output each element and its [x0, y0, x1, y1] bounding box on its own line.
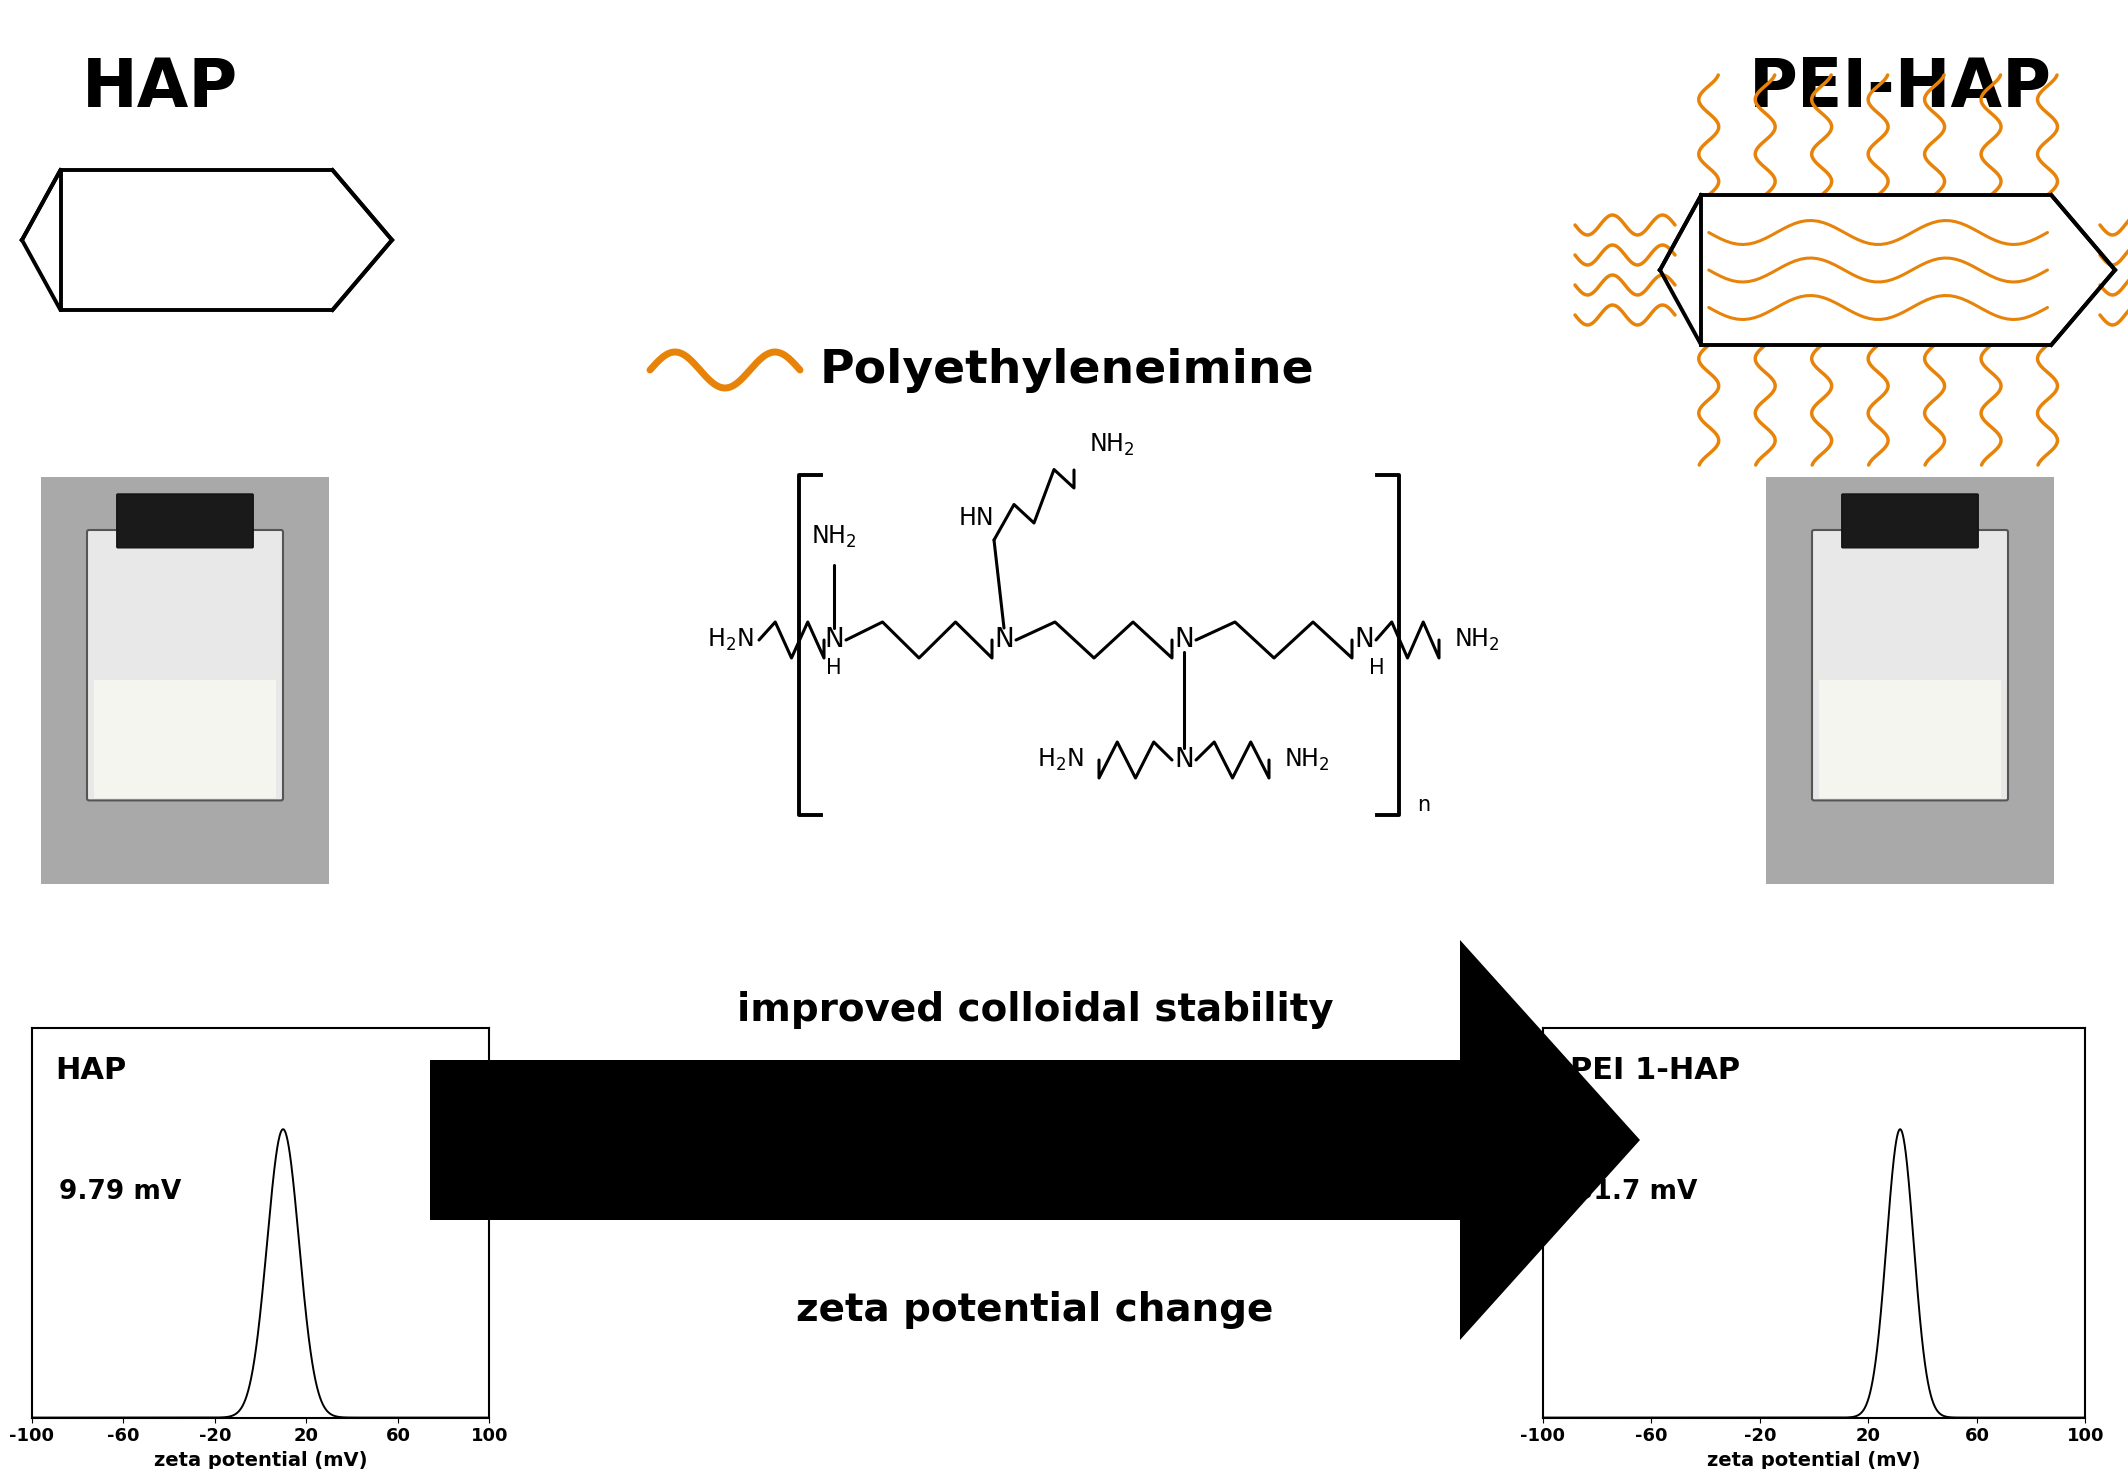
FancyBboxPatch shape	[1843, 494, 1979, 548]
Bar	[94, 680, 277, 798]
Text: HAP: HAP	[81, 54, 238, 120]
Text: 31.7 mV: 31.7 mV	[1575, 1178, 1698, 1205]
Text: NH$_2$: NH$_2$	[1453, 627, 1500, 654]
Polygon shape	[430, 940, 1641, 1340]
Text: 9.79 mV: 9.79 mV	[60, 1178, 181, 1205]
Text: improved colloidal stability: improved colloidal stability	[736, 992, 1334, 1028]
Text: NH$_2$: NH$_2$	[1283, 746, 1330, 773]
Text: H$_2$N: H$_2$N	[706, 627, 753, 654]
X-axis label: zeta potential (mV): zeta potential (mV)	[153, 1451, 368, 1469]
Text: HN: HN	[958, 505, 994, 530]
Text: PEI 1-HAP: PEI 1-HAP	[1570, 1056, 1741, 1084]
Text: H: H	[1368, 658, 1385, 679]
Bar	[40, 476, 330, 883]
Text: NH$_2$: NH$_2$	[1090, 432, 1134, 458]
Bar	[1766, 476, 2054, 883]
FancyBboxPatch shape	[87, 530, 283, 801]
Text: N: N	[1175, 748, 1194, 773]
Text: N: N	[824, 627, 845, 654]
Text: n: n	[1417, 795, 1430, 815]
FancyBboxPatch shape	[1813, 530, 2009, 801]
Text: NH$_2$: NH$_2$	[811, 524, 858, 549]
Text: H: H	[826, 658, 843, 679]
Text: N: N	[994, 627, 1013, 654]
Text: Polyethyleneimine: Polyethyleneimine	[819, 348, 1315, 392]
Text: N: N	[1175, 627, 1194, 654]
Text: zeta potential change: zeta potential change	[796, 1291, 1275, 1329]
Text: PEI-HAP: PEI-HAP	[1749, 54, 2051, 120]
Text: N: N	[1353, 627, 1375, 654]
X-axis label: zeta potential (mV): zeta potential (mV)	[1707, 1451, 1922, 1469]
Text: H$_2$N: H$_2$N	[1036, 746, 1083, 773]
FancyBboxPatch shape	[117, 494, 253, 548]
Text: HAP: HAP	[55, 1056, 126, 1084]
Bar	[1819, 680, 2000, 798]
